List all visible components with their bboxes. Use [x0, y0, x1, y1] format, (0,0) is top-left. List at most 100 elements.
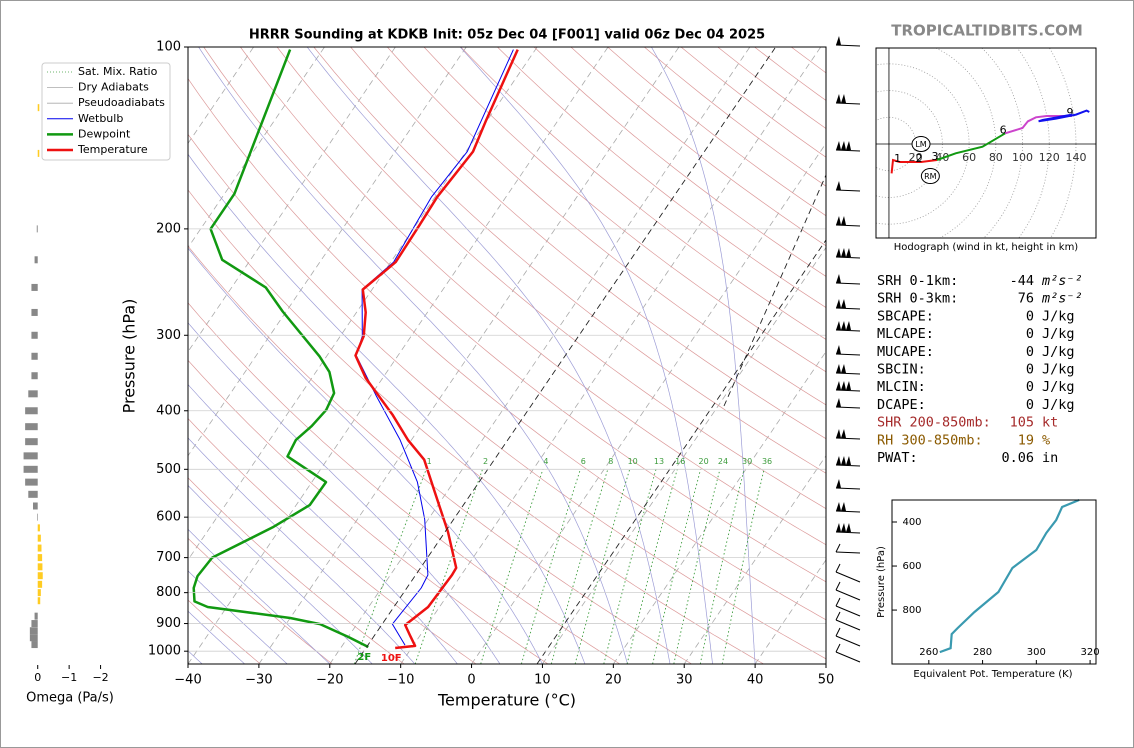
wind-flag [841, 248, 846, 257]
wind-flag [836, 364, 841, 373]
wind-flag [836, 479, 841, 488]
isotherm [188, 47, 538, 561]
theta-e-line [939, 498, 1080, 654]
mixing-ratio-label: 20 [698, 457, 708, 466]
pseudoadiabat [188, 528, 331, 664]
mixing-ratio-line [673, 469, 721, 664]
stat-label: SRH 0-1km: [877, 273, 958, 289]
wind-flag [836, 398, 841, 407]
wind-flag [841, 381, 846, 390]
wind-barb [835, 551, 861, 554]
stat-unit: J/kg [1042, 362, 1075, 378]
dry-adiabat [350, 47, 826, 440]
dry-adiabat [460, 47, 826, 340]
y-axis-label: Pressure (hPa) [120, 299, 139, 414]
dry-adiabat [276, 47, 826, 510]
stat-value: 105 [1010, 415, 1034, 431]
stat-label: MLCIN: [877, 379, 926, 395]
x-tick-label: 140 [1065, 151, 1086, 164]
wind-barb [835, 353, 861, 356]
omega-bar [37, 534, 41, 542]
wind-flag [836, 502, 841, 511]
x-tick-label: 30 [676, 673, 693, 688]
wind-feather [835, 581, 841, 591]
wind-barb [835, 189, 861, 192]
y-tick-label: 1000 [148, 644, 181, 659]
y-tick-label: 200 [156, 221, 181, 236]
mixing-ratio-label: 30 [742, 457, 752, 466]
wind-barb [835, 487, 861, 490]
wind-barb [835, 619, 861, 631]
wind-flag [846, 248, 851, 257]
omega-bar [31, 620, 38, 628]
omega-bar [34, 612, 38, 620]
wind-flag [836, 321, 841, 330]
wind-flag [836, 141, 841, 150]
x-tick-label: 80 [989, 151, 1003, 164]
storm-motion-marker [911, 136, 931, 153]
wind-barb [835, 635, 861, 647]
wind-flag [846, 456, 851, 465]
y-tick-label: 400 [902, 517, 921, 528]
dry-adiabat [188, 78, 826, 621]
omega-bar [25, 478, 38, 486]
isotherm [258, 47, 680, 664]
wind-flag [836, 248, 841, 257]
wind-flag [841, 299, 846, 308]
guide-line [536, 239, 827, 665]
dry-adiabat [188, 189, 764, 664]
legend: Sat. Mix. Ratio Dry Adiabats Pseudoadiabat… [41, 62, 171, 161]
pseudoadiabat [188, 437, 416, 664]
x-tick-label: 20 [909, 151, 923, 164]
x-tick-label: 60 [962, 151, 976, 164]
stat-unit: J/kg [1042, 308, 1075, 324]
pseudoadiabat [459, 47, 713, 664]
omega-bar [25, 423, 38, 431]
isotherm [613, 350, 826, 664]
plot-frame [875, 47, 1097, 239]
omega-bar [37, 580, 43, 588]
wind-flag [846, 381, 851, 390]
wind-flag [836, 36, 841, 45]
wind-barb [835, 406, 861, 409]
stat-label: SBCAPE: [877, 308, 934, 324]
wind-flag [841, 456, 846, 465]
wind-flag [836, 94, 841, 103]
wind-barb [835, 149, 861, 152]
y-tick-label: 900 [156, 616, 181, 631]
omega-bar [37, 597, 41, 605]
x-tick-label: −10 [387, 673, 414, 688]
wind-flag [841, 216, 846, 225]
wind-barb [835, 531, 861, 534]
wind-flag [841, 523, 846, 532]
profile-line [355, 49, 514, 646]
omega-bar [37, 104, 40, 112]
omega-bar [31, 283, 38, 291]
wind-flag [841, 364, 846, 373]
dry-adiabat [188, 133, 826, 660]
y-tick-label: 100 [156, 40, 181, 55]
omega-bar [34, 256, 38, 264]
x-tick-label: 120 [1039, 151, 1060, 164]
surface-label: 2F [357, 652, 371, 663]
wind-flag [836, 523, 841, 532]
wind-flag [841, 502, 846, 511]
mixing-ratio-line [603, 469, 657, 664]
omega-bar [37, 149, 40, 157]
y-tick-label: 400 [156, 403, 181, 418]
dry-adiabat [203, 47, 826, 583]
mixing-ratio-line [353, 469, 427, 664]
x-tick-label: 300 [1027, 647, 1046, 658]
wind-barb [835, 256, 861, 259]
isotherm [188, 47, 325, 249]
pseudoadiabat [188, 153, 586, 664]
omega-bar [37, 513, 38, 521]
wind-flag [836, 299, 841, 308]
stat-value: 0.06 [1001, 450, 1034, 466]
wind-barb [835, 605, 861, 617]
legend-label: Pseudoadiabats [78, 96, 165, 109]
omega-bar [29, 634, 38, 642]
profile-line [354, 49, 519, 650]
x-axis-label: Temperature (°C) [437, 691, 576, 710]
mixing-ratio-label: 36 [762, 457, 772, 466]
